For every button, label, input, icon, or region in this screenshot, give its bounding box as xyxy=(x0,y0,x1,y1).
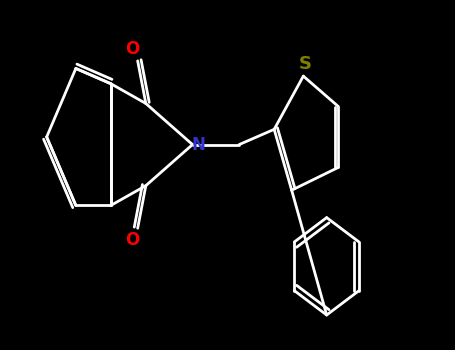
Text: S: S xyxy=(299,55,312,73)
Text: O: O xyxy=(125,40,139,58)
Text: O: O xyxy=(125,231,139,250)
Text: N: N xyxy=(192,135,205,154)
